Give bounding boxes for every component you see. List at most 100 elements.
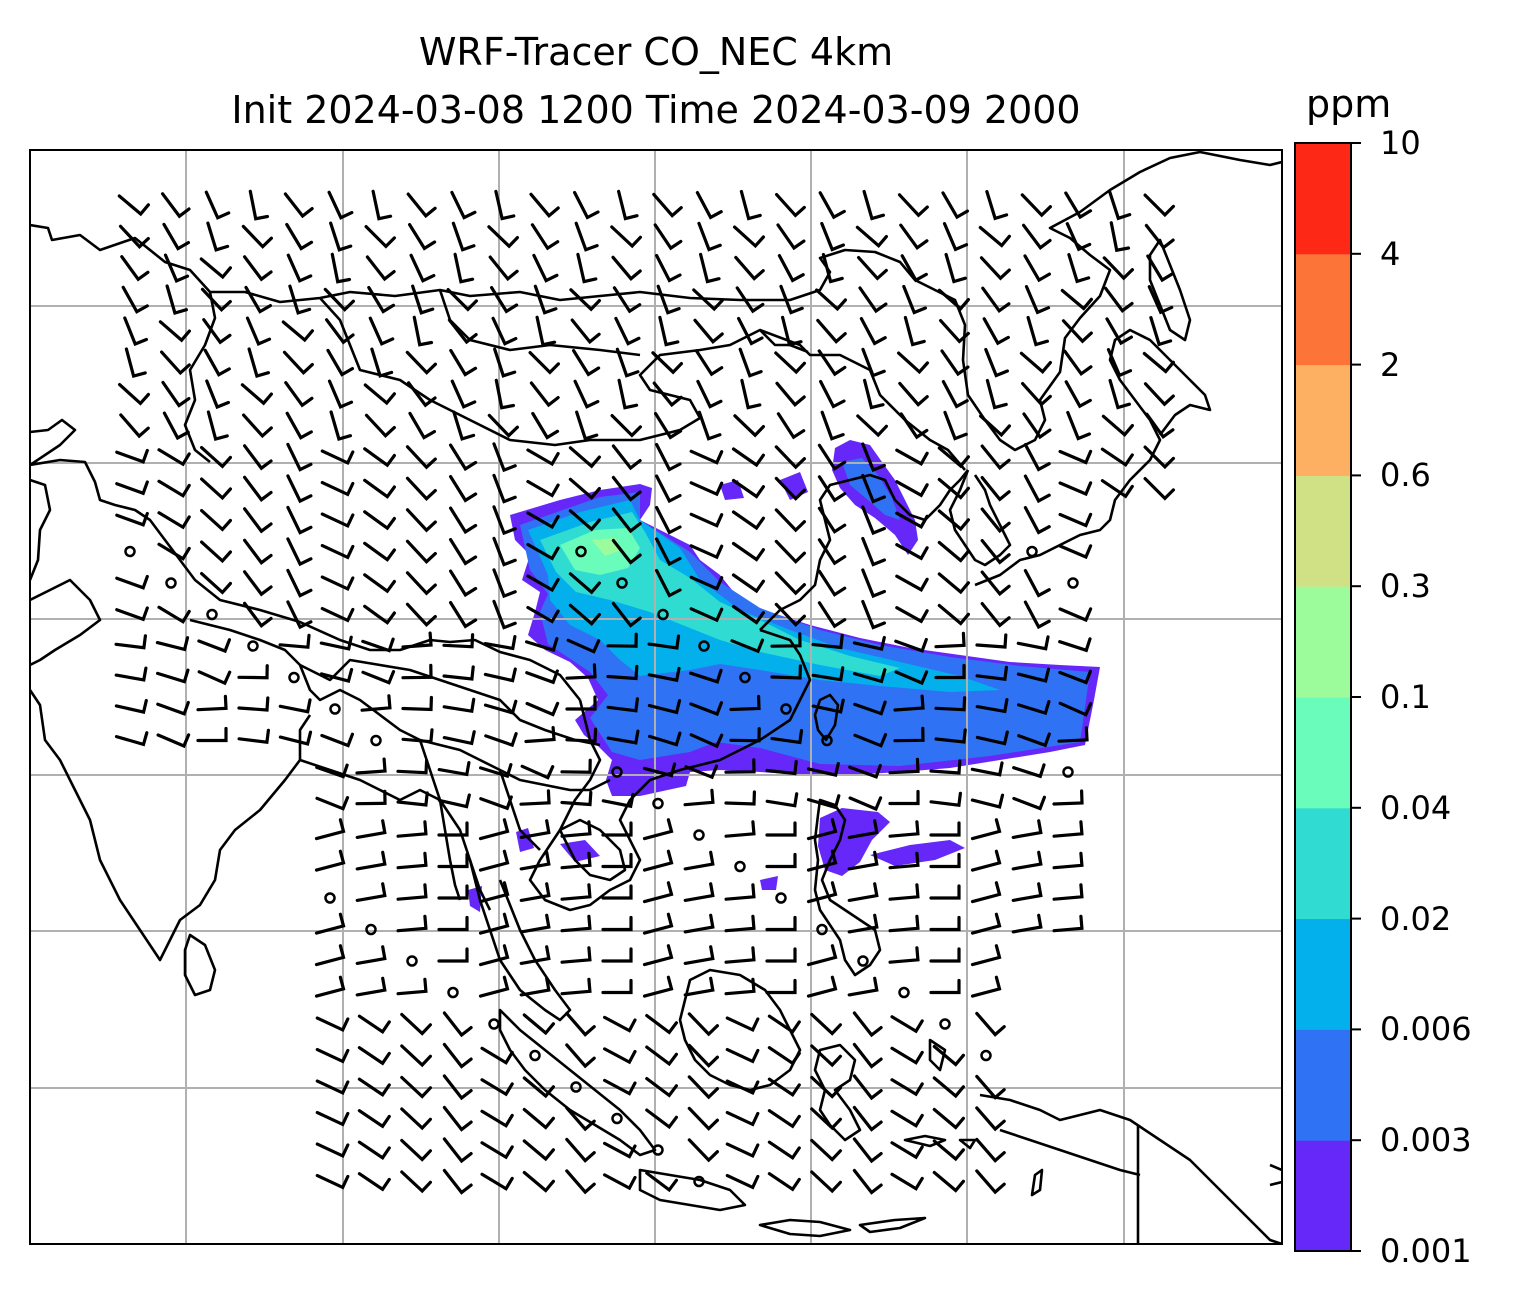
wind-barb bbox=[820, 410, 845, 441]
wind-barb bbox=[156, 733, 191, 749]
wind-barb bbox=[897, 193, 929, 218]
wind-barb bbox=[617, 189, 639, 221]
wind-barb bbox=[565, 1011, 596, 1037]
wind-barb bbox=[1052, 883, 1084, 901]
wind-barb bbox=[806, 944, 838, 967]
wind-barb bbox=[396, 914, 428, 933]
wind-barb bbox=[694, 349, 724, 377]
wind-barb bbox=[319, 635, 353, 651]
colorbar-label-9: 4 bbox=[1380, 234, 1401, 273]
wind-barb bbox=[1144, 223, 1175, 250]
wind-barb bbox=[566, 638, 601, 654]
wind-barb bbox=[483, 635, 517, 651]
calm-wind-marker bbox=[693, 829, 705, 841]
wind-barb bbox=[363, 383, 396, 406]
wind-barb bbox=[405, 508, 437, 533]
wind-barb bbox=[162, 411, 190, 441]
wind-barb bbox=[243, 444, 273, 471]
wind-barb bbox=[937, 572, 970, 595]
wind-barb bbox=[371, 189, 393, 221]
wind-barb bbox=[327, 379, 354, 410]
wind-barb bbox=[1011, 850, 1043, 871]
wind-barb bbox=[160, 350, 191, 376]
wind-barb bbox=[1147, 285, 1174, 315]
wind-barb bbox=[861, 568, 886, 599]
wind-barb bbox=[970, 793, 1005, 809]
wind-barb bbox=[451, 221, 476, 252]
wind-barb bbox=[815, 288, 847, 312]
wind-barb bbox=[645, 1077, 678, 1098]
wind-barb bbox=[480, 1172, 514, 1191]
wind-barb bbox=[357, 1172, 391, 1192]
calm-wind-marker bbox=[247, 640, 259, 652]
wind-barb bbox=[573, 379, 600, 409]
coastline-japan-north bbox=[1148, 238, 1192, 342]
wind-barb bbox=[856, 414, 888, 438]
wind-barb bbox=[775, 381, 806, 407]
wind-barb bbox=[888, 914, 920, 933]
wind-barb bbox=[817, 349, 847, 377]
wind-barb bbox=[941, 191, 969, 220]
wind-barb bbox=[396, 820, 428, 838]
wind-barb bbox=[810, 1075, 842, 1099]
wind-barb bbox=[648, 731, 682, 747]
plume-spot-4 bbox=[760, 876, 778, 890]
wind-barb bbox=[1106, 348, 1133, 378]
wind-barb bbox=[687, 1138, 719, 1163]
wind-barb bbox=[647, 666, 681, 683]
wind-barb bbox=[478, 944, 510, 967]
calm-wind-marker bbox=[329, 703, 341, 715]
wind-barb bbox=[442, 730, 476, 746]
wind-barb bbox=[601, 947, 633, 963]
wind-barb bbox=[654, 412, 683, 440]
wind-barb bbox=[1146, 254, 1175, 283]
wind-barb bbox=[852, 1042, 883, 1069]
wind-barb bbox=[943, 410, 968, 441]
calm-wind-marker bbox=[980, 1049, 992, 1062]
wind-barb bbox=[314, 912, 346, 935]
wind-barb bbox=[893, 694, 925, 712]
wind-barb bbox=[647, 634, 681, 650]
wind-barb bbox=[693, 318, 724, 344]
wind-barb bbox=[970, 975, 1002, 998]
wind-barb bbox=[202, 318, 232, 345]
wind-barb bbox=[200, 287, 232, 312]
wind-barb bbox=[683, 882, 715, 902]
colorbar-label-2: 0.006 bbox=[1380, 1010, 1472, 1049]
wind-barb bbox=[895, 606, 929, 624]
wind-barb bbox=[1052, 789, 1084, 806]
wind-barb bbox=[314, 818, 346, 841]
wind-barb bbox=[724, 946, 756, 964]
wind-barb bbox=[817, 569, 847, 597]
wind-barb bbox=[484, 732, 518, 748]
wind-barb bbox=[411, 284, 435, 315]
wind-barb bbox=[114, 634, 147, 650]
wind-barb bbox=[355, 789, 387, 806]
colorbar bbox=[1295, 143, 1351, 1252]
wind-barb bbox=[452, 410, 476, 441]
calm-wind-marker bbox=[939, 1018, 951, 1030]
wind-barb bbox=[565, 1169, 596, 1195]
wind-barb bbox=[614, 316, 641, 346]
wind-barb bbox=[898, 381, 929, 407]
wind-barb bbox=[932, 1139, 965, 1162]
wind-barb bbox=[200, 540, 232, 564]
wind-barb bbox=[601, 915, 633, 932]
wind-barb bbox=[689, 701, 723, 717]
wind-barb bbox=[400, 1075, 432, 1099]
wind-barb bbox=[645, 1108, 678, 1130]
wind-barb bbox=[315, 1048, 350, 1064]
wind-barb bbox=[975, 1137, 1006, 1163]
wind-barb bbox=[442, 665, 475, 681]
wind-barb bbox=[724, 820, 756, 838]
wind-barb bbox=[975, 1169, 1006, 1195]
wind-barb bbox=[781, 315, 803, 347]
coastline-new-guinea bbox=[979, 1093, 1282, 1244]
wind-barb bbox=[492, 568, 517, 599]
calm-wind-marker bbox=[611, 1112, 623, 1125]
wind-barb bbox=[492, 505, 517, 536]
wind-barb bbox=[852, 635, 886, 652]
colorbar-swatch-2 bbox=[1295, 918, 1351, 1030]
wind-barb bbox=[406, 192, 437, 219]
calm-wind-marker bbox=[1067, 577, 1079, 589]
